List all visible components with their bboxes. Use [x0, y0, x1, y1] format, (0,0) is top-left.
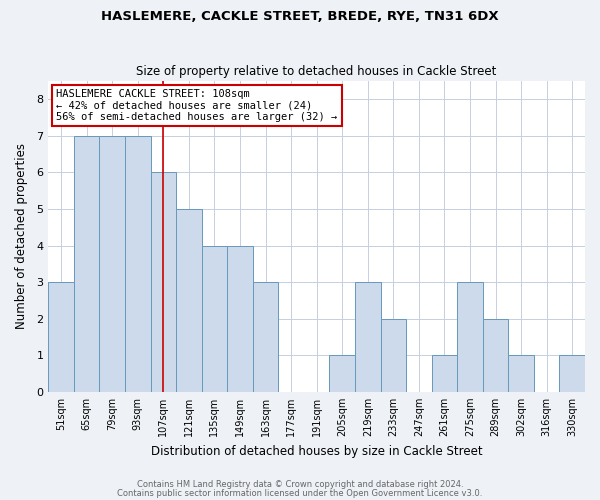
- Bar: [329, 355, 355, 392]
- Title: Size of property relative to detached houses in Cackle Street: Size of property relative to detached ho…: [136, 66, 497, 78]
- Bar: [151, 172, 176, 392]
- Bar: [100, 136, 125, 392]
- Bar: [74, 136, 100, 392]
- Bar: [49, 282, 74, 392]
- Bar: [227, 246, 253, 392]
- Y-axis label: Number of detached properties: Number of detached properties: [15, 144, 28, 330]
- Text: HASLEMERE, CACKLE STREET, BREDE, RYE, TN31 6DX: HASLEMERE, CACKLE STREET, BREDE, RYE, TN…: [101, 10, 499, 23]
- Bar: [483, 318, 508, 392]
- X-axis label: Distribution of detached houses by size in Cackle Street: Distribution of detached houses by size …: [151, 444, 482, 458]
- Bar: [176, 209, 202, 392]
- Text: Contains HM Land Registry data © Crown copyright and database right 2024.: Contains HM Land Registry data © Crown c…: [137, 480, 463, 489]
- Bar: [355, 282, 380, 392]
- Bar: [431, 355, 457, 392]
- Bar: [508, 355, 534, 392]
- Bar: [253, 282, 278, 392]
- Text: HASLEMERE CACKLE STREET: 108sqm
← 42% of detached houses are smaller (24)
56% of: HASLEMERE CACKLE STREET: 108sqm ← 42% of…: [56, 89, 338, 122]
- Text: Contains public sector information licensed under the Open Government Licence v3: Contains public sector information licen…: [118, 488, 482, 498]
- Bar: [380, 318, 406, 392]
- Bar: [125, 136, 151, 392]
- Bar: [559, 355, 585, 392]
- Bar: [457, 282, 483, 392]
- Bar: [202, 246, 227, 392]
